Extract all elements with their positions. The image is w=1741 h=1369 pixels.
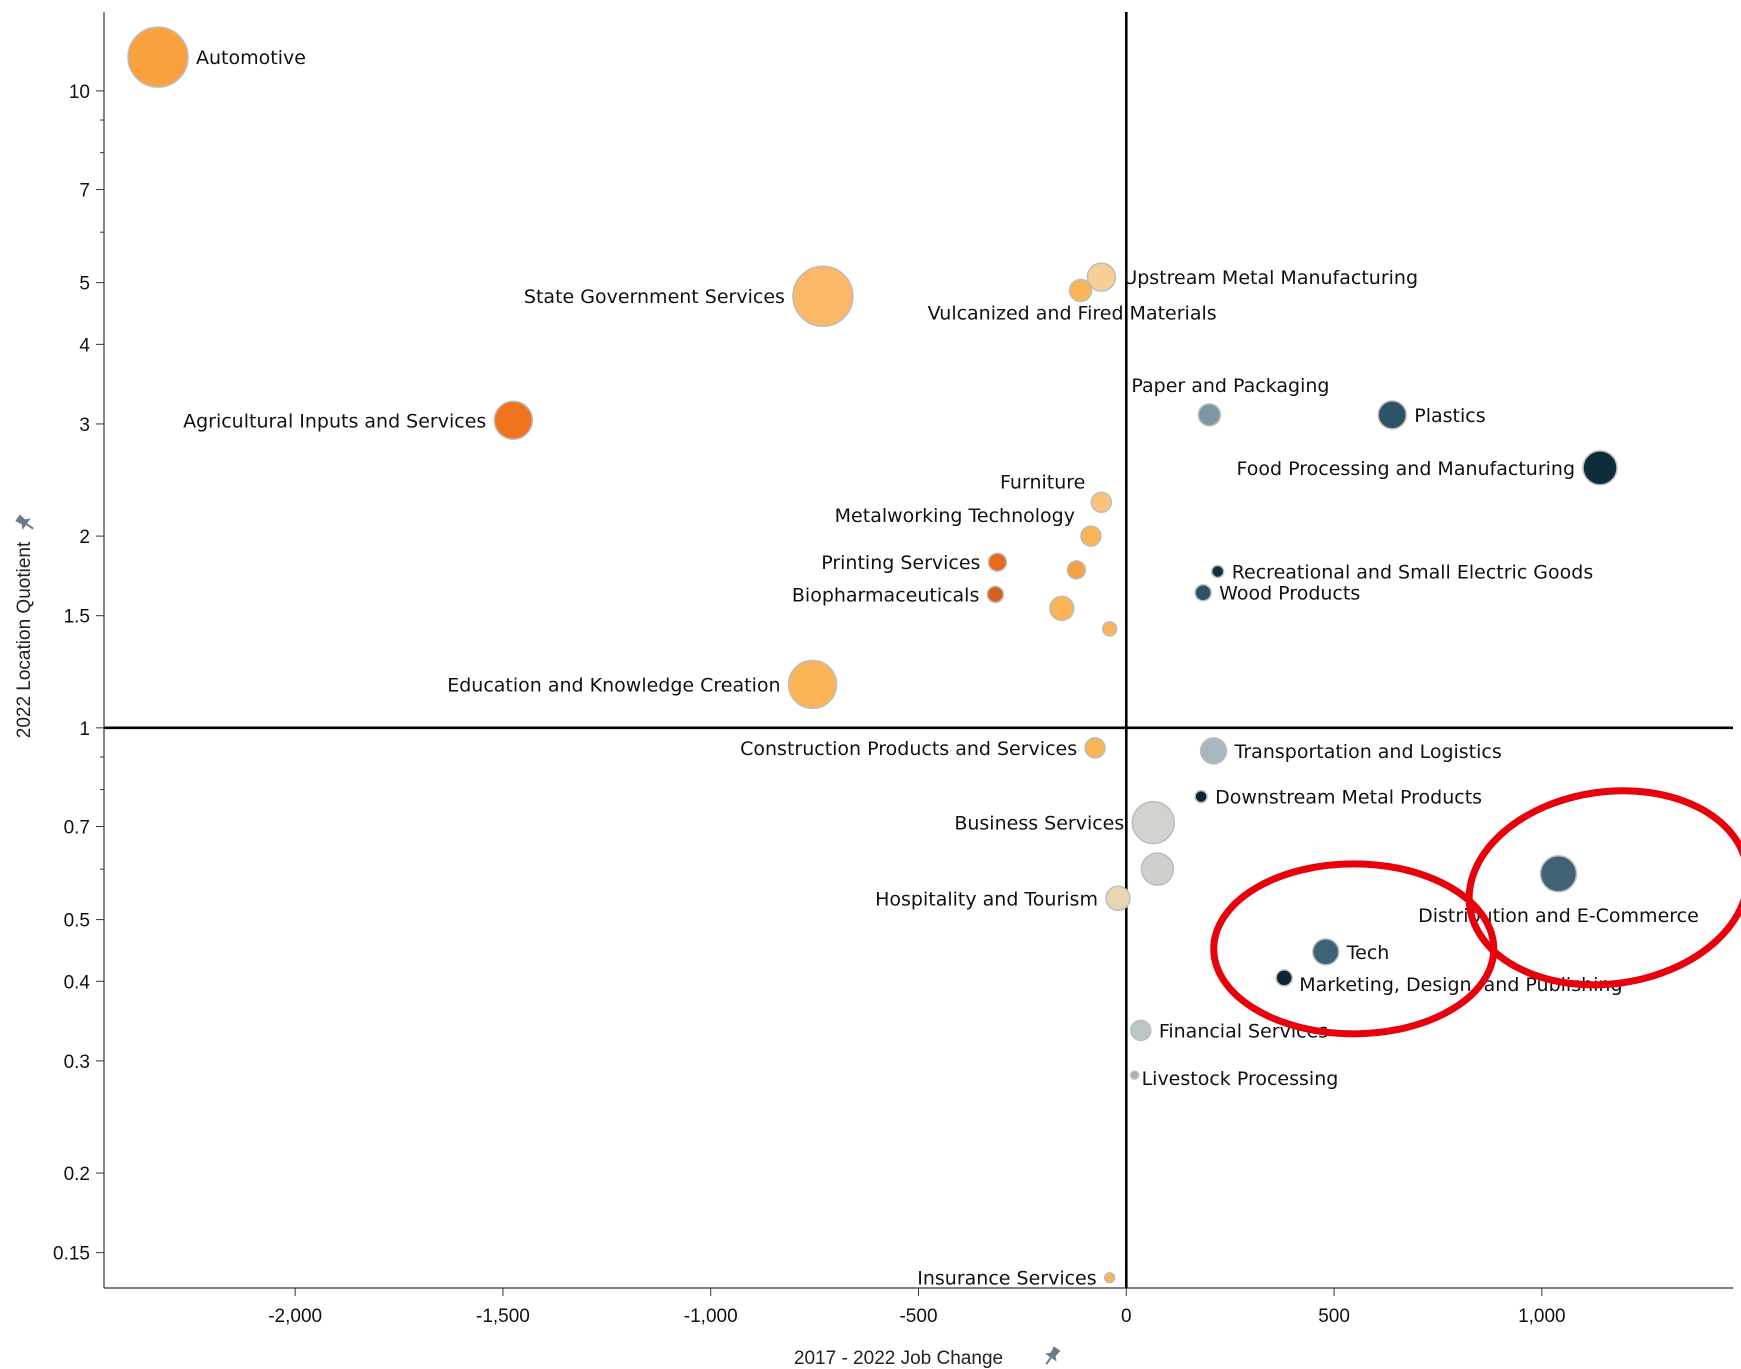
y-tick-label: 0.3 xyxy=(64,1052,90,1073)
x-tick-label: 1,000 xyxy=(1518,1306,1566,1327)
data-label: Furniture xyxy=(1000,471,1085,493)
pin-head xyxy=(15,514,31,530)
data-label: Business Services xyxy=(954,813,1124,835)
data-label: Tech xyxy=(1346,942,1390,964)
data-point xyxy=(1539,855,1578,893)
data-label: Agricultural Inputs and Services xyxy=(183,410,486,432)
data-label: Downstream Metal Products xyxy=(1215,787,1482,809)
data-point xyxy=(493,400,534,441)
y-tick-label: 10 xyxy=(69,82,90,103)
data-point xyxy=(1210,564,1225,579)
data-label: Upstream Metal Manufacturing xyxy=(1123,267,1418,289)
axis-titles: 2017 - 2022 Job Change 2022 Location Quo… xyxy=(14,514,1061,1369)
data-label: Recreational and Small Electric Goods xyxy=(1232,561,1594,583)
x-tick-label: 500 xyxy=(1318,1306,1350,1327)
reference-lines xyxy=(104,12,1733,1288)
data-point xyxy=(792,265,854,327)
data-point xyxy=(1084,737,1106,759)
y-tick-label: 0.5 xyxy=(64,911,90,932)
data-labels: Automotive State Government Services Upstr… xyxy=(183,47,1699,1290)
x-tick-label: -1,500 xyxy=(476,1306,530,1327)
data-point xyxy=(1140,852,1175,886)
axes-layer: -2,000 -1,500 -1,000 -500 0 500 1,000 10 7 5 4 3 2 1.… xyxy=(53,12,1733,1327)
x-tick-label: -2,000 xyxy=(268,1306,322,1327)
y-tick-label: 0.7 xyxy=(64,818,90,839)
data-label: Printing Services xyxy=(821,552,980,574)
x-tick-label: -1,000 xyxy=(684,1306,738,1327)
data-label: Livestock Processing xyxy=(1142,1068,1339,1090)
data-point xyxy=(1194,583,1212,602)
data-point xyxy=(1377,400,1407,430)
data-point xyxy=(1199,737,1228,765)
data-point xyxy=(1129,1070,1140,1080)
x-axis-title: 2017 - 2022 Job Change xyxy=(794,1348,1003,1369)
data-point xyxy=(1130,1019,1152,1042)
data-point xyxy=(1194,789,1208,804)
data-label: Automotive xyxy=(196,47,306,69)
data-point xyxy=(787,659,838,710)
y-tick-label: 7 xyxy=(79,181,90,202)
annotations xyxy=(1210,787,1741,1038)
data-point xyxy=(1582,450,1618,486)
data-label: Food Processing and Manufacturing xyxy=(1237,458,1575,480)
y-tick-label: 2 xyxy=(79,527,90,548)
data-points xyxy=(127,26,1618,1284)
y-tick-label: 0.4 xyxy=(64,972,91,993)
y-tick-label: 1 xyxy=(79,719,90,740)
data-label: Vulcanized and Fired Materials xyxy=(928,302,1217,324)
y-axis-pin-icon xyxy=(15,514,34,530)
y-tick-label: 0.2 xyxy=(64,1164,90,1185)
data-point xyxy=(127,26,189,88)
highlight-ellipse xyxy=(1465,787,1741,989)
data-label: Metalworking Technology xyxy=(835,505,1075,527)
data-label: Paper and Packaging xyxy=(1131,375,1329,397)
pin-needle xyxy=(26,523,34,530)
data-point xyxy=(1049,595,1075,622)
data-label: Plastics xyxy=(1414,405,1485,427)
data-label: Distribution and E-Commerce xyxy=(1418,905,1699,927)
data-label: Insurance Services xyxy=(917,1268,1096,1290)
data-point xyxy=(1131,800,1176,845)
x-axis-pin-icon xyxy=(1045,1346,1061,1365)
y-tick-label: 4 xyxy=(79,335,90,356)
data-label: Wood Products xyxy=(1219,583,1360,605)
data-label: State Government Services xyxy=(524,286,785,308)
data-point xyxy=(1080,525,1102,547)
data-label: Construction Products and Services xyxy=(740,738,1077,760)
data-point xyxy=(986,585,1005,604)
data-label: Hospitality and Tourism xyxy=(875,888,1098,910)
pin-needle xyxy=(1045,1357,1052,1365)
data-label: Education and Knowledge Creation xyxy=(447,674,780,696)
data-point xyxy=(1103,1271,1116,1284)
data-point xyxy=(1066,560,1087,580)
data-point xyxy=(1312,938,1340,966)
y-tick-label: 1.5 xyxy=(64,607,90,628)
data-point xyxy=(1197,403,1222,427)
data-point xyxy=(1086,262,1117,292)
data-label: Transportation and Logistics xyxy=(1234,741,1502,763)
x-tick-label: -500 xyxy=(899,1306,937,1327)
data-point xyxy=(987,552,1008,572)
y-axis-title: 2022 Location Quotient xyxy=(14,541,35,738)
data-point xyxy=(1090,491,1113,514)
y-tick-label: 5 xyxy=(79,274,90,295)
x-tick-label: 0 xyxy=(1121,1306,1132,1327)
data-point xyxy=(1101,621,1118,637)
data-point xyxy=(1068,278,1093,303)
data-point xyxy=(1105,885,1131,912)
y-tick-label: 0.15 xyxy=(53,1244,90,1265)
y-tick-label: 3 xyxy=(79,415,90,436)
data-label: Biopharmaceuticals xyxy=(792,584,980,606)
data-point xyxy=(1275,969,1293,987)
pin-head xyxy=(1045,1346,1061,1362)
